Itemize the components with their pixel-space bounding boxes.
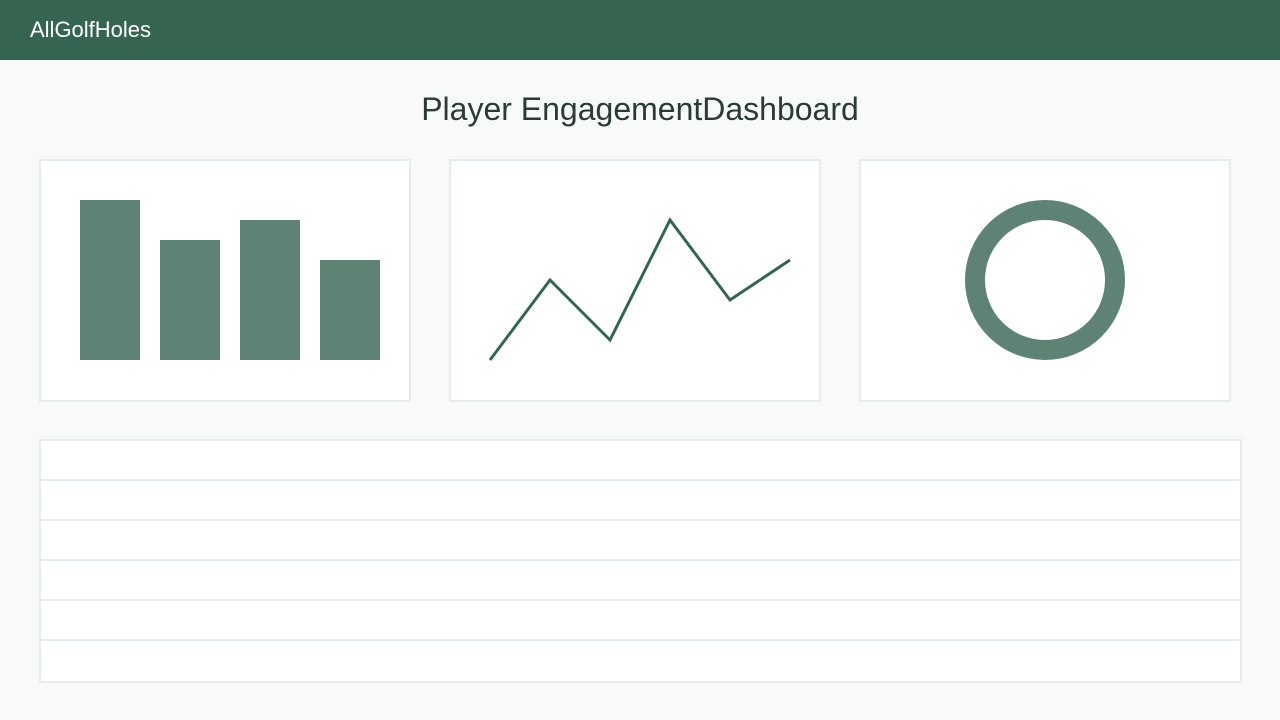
line-series [488,217,791,361]
bar-4 [320,260,380,360]
table-row[interactable] [41,481,1240,521]
top-nav-bar: AllGolfHoles [0,0,1280,60]
table-row[interactable] [41,561,1240,601]
brand-logo[interactable]: AllGolfHoles [30,17,152,42]
table-row[interactable] [41,641,1240,679]
table-row[interactable] [41,521,1240,561]
page-title: Player EngagementDashboard [421,91,859,127]
bar-3 [240,220,300,360]
donut-slice-1 [965,200,1125,360]
data-table [39,439,1242,683]
bar-2 [160,240,220,360]
donut-chart [965,200,1125,360]
donut-chart-card [859,159,1231,402]
line-chart-card [449,159,821,402]
bar-chart-card [39,159,411,402]
bar-1 [80,200,140,360]
table-row[interactable] [41,441,1240,481]
bar-chart [80,200,380,360]
line-chart [488,217,791,361]
table-row[interactable] [41,601,1240,641]
